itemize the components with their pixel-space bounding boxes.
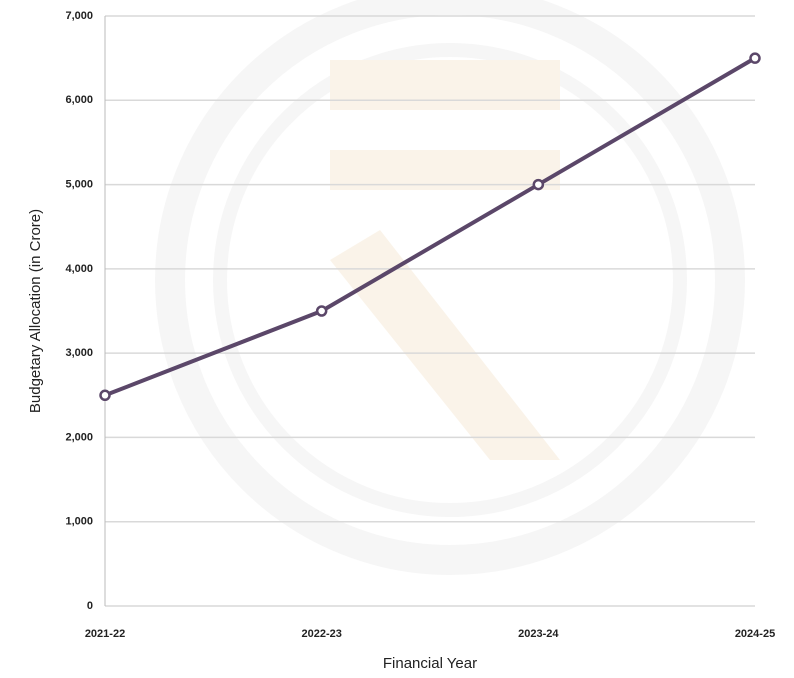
x-tick-label: 2023-24 <box>518 628 559 640</box>
marker <box>532 178 545 191</box>
y-tick-label: 6,000 <box>65 94 93 106</box>
marker <box>315 305 328 317</box>
y-tick-label: 1,000 <box>65 516 93 528</box>
x-axis-label: Financial Year <box>383 655 477 672</box>
marker <box>749 52 761 64</box>
x-tick-label: 2021-22 <box>85 628 125 640</box>
y-tick-label: 4,000 <box>65 263 93 275</box>
y-axis-label: Budgetary Allocation (in Crore) <box>27 209 44 413</box>
line <box>104 56 757 398</box>
y-tick-label: 3,000 <box>65 347 93 359</box>
marker <box>99 389 111 402</box>
x-tick-label: 2024-25 <box>735 628 775 640</box>
x-tick-label: 2022-23 <box>301 628 341 640</box>
watermark <box>155 0 745 575</box>
y-tick-label: 5,000 <box>65 178 93 190</box>
y-tick-label: 2,000 <box>65 431 93 443</box>
y-tick-label: 0 <box>87 600 93 612</box>
y-tick-label: 7,000 <box>65 10 93 22</box>
